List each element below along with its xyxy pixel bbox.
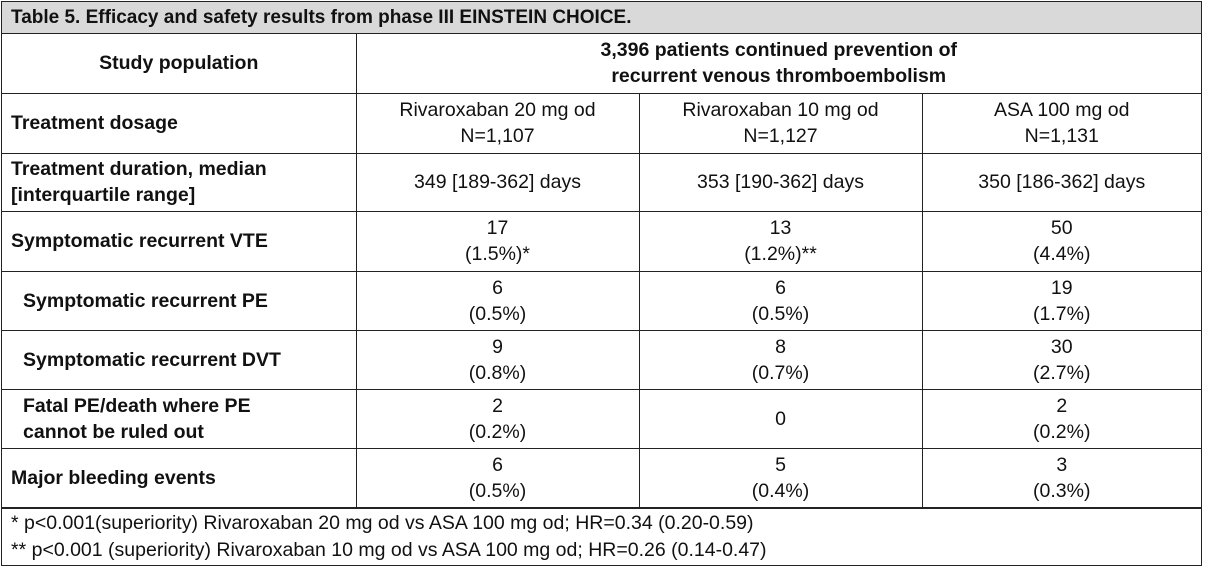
value-cell: 17 (1.5%)* — [355, 210, 640, 272]
value-cell: Rivaroxaban 10 mg od N=1,127 — [638, 92, 923, 154]
value-line: (1.5%)* — [464, 243, 531, 265]
value-cell: ASA 100 mg od N=1,131 — [921, 92, 1201, 154]
table-row: Fatal PE/death where PE cannot be ruled o… — [2, 388, 1201, 449]
value-cell: 50 (4.4%) — [921, 210, 1201, 272]
value-line: (0.5%) — [468, 479, 527, 502]
value-line: 9 — [492, 335, 503, 358]
value-line: (0.4%) — [751, 479, 810, 502]
value-line: Rivaroxaban 10 mg od — [682, 99, 879, 121]
table-row: Symptomatic recurrent PE 6 (0.5%) 6 (0.5%) 19… — [2, 270, 1201, 331]
study-population-header: Study population — [2, 34, 357, 94]
row-label-line: cannot be ruled out — [23, 420, 204, 443]
value-cell: Rivaroxaban 20 mg od N=1,107 — [355, 92, 640, 154]
table-row: Treatment dosage Rivaroxaban 20 mg od N=1,… — [2, 92, 1201, 154]
value-cell: 9 (0.8%) — [355, 329, 640, 390]
row-label-line: Treatment dosage — [11, 112, 178, 134]
value-cell: 3 (0.3%) — [921, 447, 1201, 508]
value-line: (0.5%) — [468, 302, 527, 325]
value-cell: 13 (1.2%)** — [638, 210, 923, 272]
row-label-line: [interquartile range] — [11, 184, 196, 206]
footnote-line: * p<0.001(superiority) Rivaroxaban 20 mg… — [11, 511, 754, 534]
row-label: Symptomatic recurrent DVT — [2, 329, 357, 390]
population-line-2: recurrent venous thromboembolism — [611, 65, 947, 88]
population-header: 3,396 patients continued prevention of r… — [355, 34, 1201, 94]
results-table: Study population 3,396 patients continue… — [2, 34, 1201, 508]
value-cell: 6 (0.5%) — [638, 270, 923, 331]
value-line: (0.5%) — [751, 302, 810, 325]
value-cell: 2 (0.2%) — [355, 388, 640, 449]
row-label: Symptomatic recurrent VTE — [2, 210, 357, 272]
value-cell: 30 (2.7%) — [921, 329, 1201, 390]
footnotes: * p<0.001(superiority) Rivaroxaban 20 mg… — [2, 507, 1201, 565]
value-line: 2 — [492, 394, 503, 417]
value-line: 8 — [775, 335, 786, 358]
table-row: Symptomatic recurrent VTE 17 (1.5%)* 13 (1.2… — [2, 210, 1201, 272]
row-label-line: Treatment duration, median — [11, 158, 267, 180]
value-line: (2.7%) — [1033, 361, 1091, 384]
value-line: (0.3%) — [1033, 479, 1091, 502]
value-cell: 8 (0.7%) — [638, 329, 923, 390]
value-line: 0 — [775, 407, 786, 430]
table-row: Major bleeding events 6 (0.5%) 5 (0.4%) 3 (0.3… — [2, 447, 1201, 508]
row-label: Fatal PE/death where PE cannot be ruled o… — [2, 388, 357, 449]
value-line: 13 — [769, 217, 792, 239]
value-line: ASA 100 mg od — [993, 99, 1130, 121]
value-line: 6 — [492, 453, 503, 476]
header-row: Study population 3,396 patients continue… — [2, 34, 1201, 94]
value-cell: 6 (0.5%) — [355, 447, 640, 508]
value-line: 6 — [492, 276, 503, 299]
value-line: (1.2%)** — [744, 243, 817, 265]
value-cell: 5 (0.4%) — [638, 447, 923, 508]
value-line: 50 — [1050, 217, 1073, 239]
value-line: (1.7%) — [1033, 302, 1091, 325]
row-label-line: Symptomatic recurrent PE — [23, 289, 268, 312]
value-line: (0.2%) — [1033, 420, 1091, 443]
value-line: 6 — [775, 276, 786, 299]
value-line: 30 — [1050, 335, 1073, 358]
table-row: Treatment duration, median [interquartile… — [2, 152, 1201, 212]
value-line: 353 [190-362] days — [697, 171, 864, 193]
value-line: (0.7%) — [751, 361, 810, 384]
row-label-line: Fatal PE/death where PE — [23, 394, 251, 417]
value-line: 5 — [775, 453, 786, 476]
row-label: Treatment duration, median [interquartile… — [2, 152, 357, 212]
value-line: (4.4%) — [1033, 243, 1091, 265]
row-label-line: Symptomatic recurrent VTE — [11, 230, 268, 252]
value-line: (0.8%) — [468, 361, 527, 384]
table-row: Symptomatic recurrent DVT 9 (0.8%) 8 (0.7%) 3… — [2, 329, 1201, 390]
value-line: N=1,131 — [1024, 125, 1099, 147]
row-label: Treatment dosage — [2, 92, 357, 154]
value-cell: 349 [189-362] days — [355, 152, 640, 212]
value-line: 349 [189-362] days — [414, 171, 581, 193]
row-label-line: Symptomatic recurrent DVT — [23, 348, 281, 371]
population-line-1: 3,396 patients continued prevention of — [600, 39, 957, 62]
value-cell: 2 (0.2%) — [921, 388, 1201, 449]
value-cell: 6 (0.5%) — [355, 270, 640, 331]
value-line: N=1,107 — [460, 125, 535, 147]
value-line: Rivaroxaban 20 mg od — [399, 99, 596, 121]
value-line: 17 — [486, 217, 509, 239]
value-cell: 19 (1.7%) — [921, 270, 1201, 331]
footnote-line: ** p<0.001 (superiority) Rivaroxaban 10 … — [11, 538, 767, 561]
row-label-line: Major bleeding events — [11, 466, 216, 489]
value-cell: 353 [190-362] days — [638, 152, 923, 212]
value-line: 3 — [1056, 453, 1068, 476]
value-line: (0.2%) — [468, 420, 527, 443]
value-line: 350 [186-362] days — [978, 171, 1146, 193]
value-line: 2 — [1056, 394, 1068, 417]
table-title: Table 5. Efficacy and safety results fro… — [2, 2, 1201, 34]
value-cell: 0 — [638, 388, 923, 449]
value-line: 19 — [1050, 276, 1073, 299]
value-cell: 350 [186-362] days — [921, 152, 1201, 212]
value-line: N=1,127 — [743, 125, 818, 147]
row-label: Major bleeding events — [2, 447, 357, 508]
row-label: Symptomatic recurrent PE — [2, 270, 357, 331]
